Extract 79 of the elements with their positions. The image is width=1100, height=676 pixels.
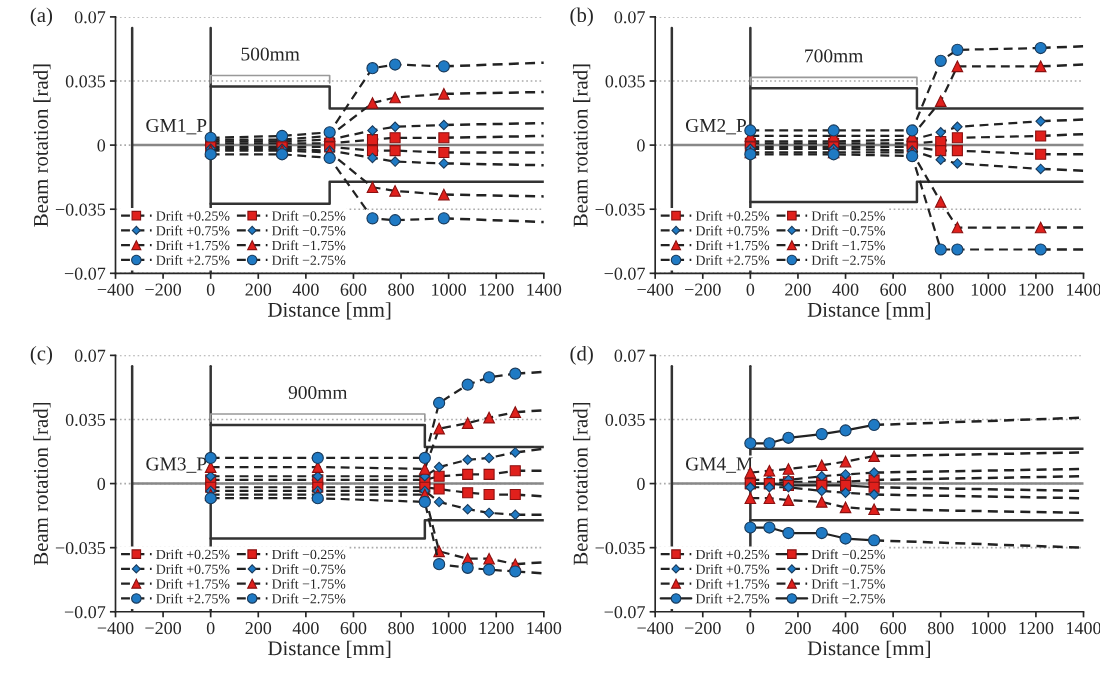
y-axis-title: Beam rotation [rad]: [33, 64, 51, 227]
y-tick-label: −0.035: [55, 203, 106, 216]
x-tick-label: 0: [746, 283, 755, 296]
x-tick-label: 1400: [1067, 622, 1100, 635]
x-tick-label: −400: [97, 283, 134, 296]
text: (a): [30, 7, 53, 27]
x-tick-label: 800: [927, 622, 954, 635]
annotation: GM1_P: [146, 118, 207, 135]
x-tick-label: 200: [245, 622, 272, 635]
x-tick-label: 1200: [479, 283, 514, 296]
x-tick-label: −200: [685, 622, 721, 635]
x-tick-label: −400: [97, 622, 134, 635]
y-tick-label: 0: [637, 477, 645, 491]
x-tick-label: −200: [145, 622, 182, 635]
y-tick-label: 0: [97, 477, 106, 491]
x-tick-label: 1000: [971, 622, 1006, 635]
text: (b): [570, 7, 593, 27]
x-tick-label: 600: [880, 283, 906, 296]
x-tick-label: 800: [388, 622, 414, 635]
annotation: GM3_P: [146, 457, 207, 473]
y-axis-title: Beam rotation [rad]: [572, 64, 591, 227]
x-tick-label: 400: [832, 622, 859, 635]
y-tick-label: 0.035: [65, 75, 106, 88]
y-tick-label: 0: [637, 139, 645, 152]
y-tick-label: −0.07: [604, 606, 645, 619]
x-tick-label: −400: [637, 283, 674, 296]
x-tick-label: 200: [245, 283, 272, 296]
y-tick-label: −0.035: [595, 203, 645, 216]
x-axis-title: Distance [mm]: [807, 640, 930, 658]
x-tick-label: 1200: [1019, 283, 1054, 296]
x-tick-label: 200: [785, 283, 811, 296]
x-tick-label: 1000: [432, 283, 466, 296]
x-tick-label: −400: [637, 622, 674, 635]
y-axis-title: Beam rotation [rad]: [572, 402, 591, 566]
x-tick-label: 600: [880, 622, 906, 635]
annotation: 900mm: [288, 385, 348, 400]
y-tick-label: 0: [97, 139, 106, 152]
x-tick-label: −200: [685, 283, 721, 296]
x-tick-label: 1200: [479, 622, 514, 635]
x-tick-label: 600: [340, 283, 367, 296]
annotation: 700mm: [805, 49, 864, 63]
annotation: 500mm: [241, 47, 300, 61]
x-tick-label: 1400: [1067, 283, 1100, 296]
x-tick-label: 1000: [432, 622, 466, 635]
annotation: GM4_M: [685, 457, 753, 473]
y-axis-title: Beam rotation [rad]: [33, 402, 51, 566]
y-tick-label: 0.07: [74, 349, 106, 362]
x-tick-label: 400: [292, 283, 319, 296]
y-tick-label: −0.035: [55, 541, 106, 555]
x-tick-label: 400: [832, 283, 859, 296]
x-tick-label: 1400: [527, 622, 562, 635]
y-tick-label: −0.07: [64, 267, 106, 280]
y-tick-label: 0.035: [605, 413, 645, 426]
text: (d): [570, 345, 593, 365]
x-tick-label: 800: [927, 283, 954, 296]
y-tick-label: 0.07: [614, 349, 645, 362]
y-tick-label: 0.035: [605, 75, 645, 88]
x-tick-label: 400: [292, 622, 319, 635]
y-tick-label: −0.07: [64, 606, 106, 619]
y-tick-label: 0.035: [65, 413, 106, 426]
x-tick-label: 1000: [971, 283, 1006, 296]
x-tick-label: 0: [746, 622, 755, 635]
x-axis-title: Distance [mm]: [268, 302, 391, 320]
x-tick-label: 1200: [1019, 622, 1054, 635]
y-tick-label: −0.035: [595, 541, 645, 555]
x-tick-label: 1400: [527, 283, 562, 296]
y-tick-label: 0.07: [614, 11, 645, 24]
x-tick-label: 200: [785, 622, 811, 635]
text: (c): [30, 345, 53, 365]
x-tick-label: 800: [388, 283, 414, 296]
x-axis-title: Distance [mm]: [268, 640, 391, 658]
x-tick-label: −200: [145, 283, 182, 296]
y-tick-label: −0.07: [604, 267, 645, 280]
x-tick-label: 0: [206, 283, 215, 296]
x-tick-label: 600: [340, 622, 367, 635]
x-tick-label: 0: [206, 622, 215, 635]
annotation: GM2_P: [685, 118, 746, 135]
x-axis-title: Distance [mm]: [807, 302, 930, 320]
y-tick-label: 0.07: [74, 11, 106, 24]
